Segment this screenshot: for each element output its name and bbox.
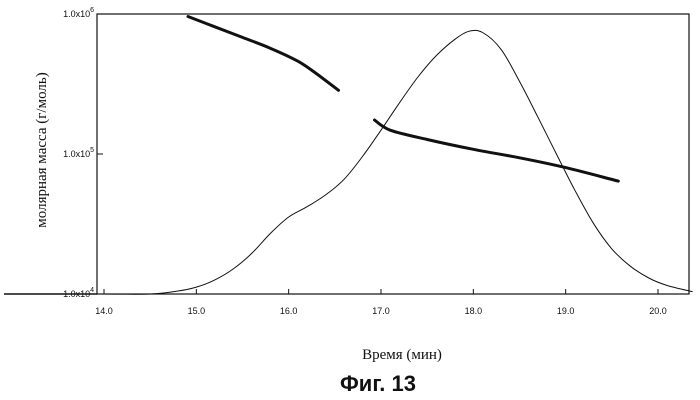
series-line-2 [375, 120, 619, 181]
x-tick-label: 16.0 [280, 306, 298, 316]
x-axis-title: Время (мин) [362, 347, 442, 363]
y-tick-label: 1.0x106 [63, 7, 94, 19]
x-tick-label: 19.0 [557, 306, 575, 316]
plot-frame [97, 14, 689, 294]
series-line-3 [90, 30, 692, 294]
series-line-1 [188, 17, 339, 91]
figure-caption: Фиг. 13 [340, 371, 416, 396]
x-tick-label: 15.0 [188, 306, 206, 316]
x-tick-label: 14.0 [95, 306, 113, 316]
y-tick-label: 1.0x104 [63, 287, 94, 299]
x-tick-label: 17.0 [372, 306, 390, 316]
x-tick-label: 20.0 [649, 306, 667, 316]
y-axis-title: молярная масса (г/моль) [34, 72, 50, 227]
x-tick-label: 18.0 [465, 306, 483, 316]
y-tick-label: 1.0x105 [63, 147, 94, 159]
